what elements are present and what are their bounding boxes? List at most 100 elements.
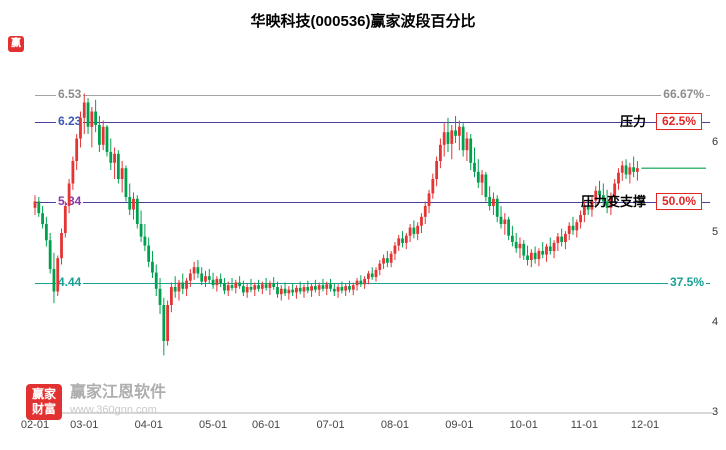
candle-body [272,283,276,287]
candle-body [450,130,454,144]
candle-body [594,190,598,201]
candle-body [461,126,465,151]
candle-body [465,138,469,151]
candle-body [503,219,507,224]
candle-body [378,263,382,270]
candle-body [196,267,200,274]
candle-body [435,161,439,179]
candle-body [598,190,601,196]
candle-body [132,198,135,210]
candle-body [113,153,116,163]
candle-body [586,206,590,210]
candle-body [541,251,545,255]
candle-body [188,273,192,281]
candle-body [98,125,101,145]
candle-body [632,167,636,172]
candle-body [476,171,480,183]
candle-body [427,193,431,206]
candle-body [120,168,124,179]
candle-body [295,287,298,293]
candle-body [431,179,435,194]
candle-body [166,305,170,341]
candle-body [571,225,575,231]
candle-body [207,276,211,280]
candle-body [488,197,492,206]
candle-body [75,138,79,161]
candle-body [283,288,287,294]
candle-body [374,269,378,278]
y-axis-label-3: 3 [712,406,719,418]
candle-body [473,162,476,172]
candle-body [169,287,173,305]
candle-body [329,284,332,289]
candle-body [33,201,37,208]
candle-body [313,286,317,290]
candle-body [404,235,408,243]
candle-body [359,280,363,285]
candle-body [529,252,533,260]
candle-body [143,236,147,246]
candle-body [211,279,215,286]
candle-body [401,238,404,243]
candle-body [173,287,177,292]
candle-body [628,167,632,175]
level-line-62.5% [35,121,710,123]
candle-body [37,201,41,214]
candle-body [416,225,420,234]
candle-body [151,261,154,273]
candle-body [526,255,529,260]
level-line-50.0% [35,201,710,203]
app-logo-icon: 赢 [8,36,24,52]
level-price-6.23: 6.23 [56,114,84,130]
candle-body [101,126,105,145]
candle-body [564,233,567,242]
x-axis-label-04-01: 04-01 [134,419,163,431]
candle-body [44,224,48,241]
candle-body [63,206,67,233]
candle-body [442,132,446,145]
candle-body [71,161,75,184]
x-axis-label-07-01: 07-01 [316,419,345,431]
candle-body [370,273,374,278]
candle-body [552,242,556,251]
candle-body [241,286,245,293]
candle-body [253,285,257,290]
candle-body [560,236,564,242]
candle-body [420,216,423,226]
candle-body [617,172,620,184]
candle-body [454,130,457,136]
watermark-brand: 赢家江恩软件 [70,384,167,401]
candle-body [257,285,260,289]
candle-body [147,245,151,262]
candle-body [181,282,185,289]
candle-body [522,243,526,256]
level-note-2: 压力变支撑 [580,194,646,210]
candle-body [279,288,283,295]
candle-body [325,284,329,289]
watermark-logo-icon: 赢家 财富 [26,384,62,420]
candle-body [367,273,370,279]
candle-body [510,235,514,242]
candle-body [457,126,461,136]
candle-body [385,258,389,263]
candle-body [317,285,321,290]
candle-body [230,285,234,288]
x-axis-label-11-01: 11-01 [570,419,599,431]
watermark: 赢家 财富 赢家江恩软件 www.360gnn.com [26,384,166,420]
percent-badge-62.5%: 62.5% [655,113,702,131]
candle-body [446,132,450,144]
percent-label-37.5%: 37.5% [667,275,706,291]
candle-body [82,102,86,118]
candle-body [204,276,207,282]
candle-body [389,253,393,263]
candle-body [601,195,605,202]
candle-body [185,280,188,289]
candle-body [590,200,594,210]
candle-body [548,246,552,251]
percent-label-66.67%: 66.67% [661,87,706,103]
candle-body [215,278,219,286]
candle-body [545,246,548,255]
candle-body [306,287,310,291]
